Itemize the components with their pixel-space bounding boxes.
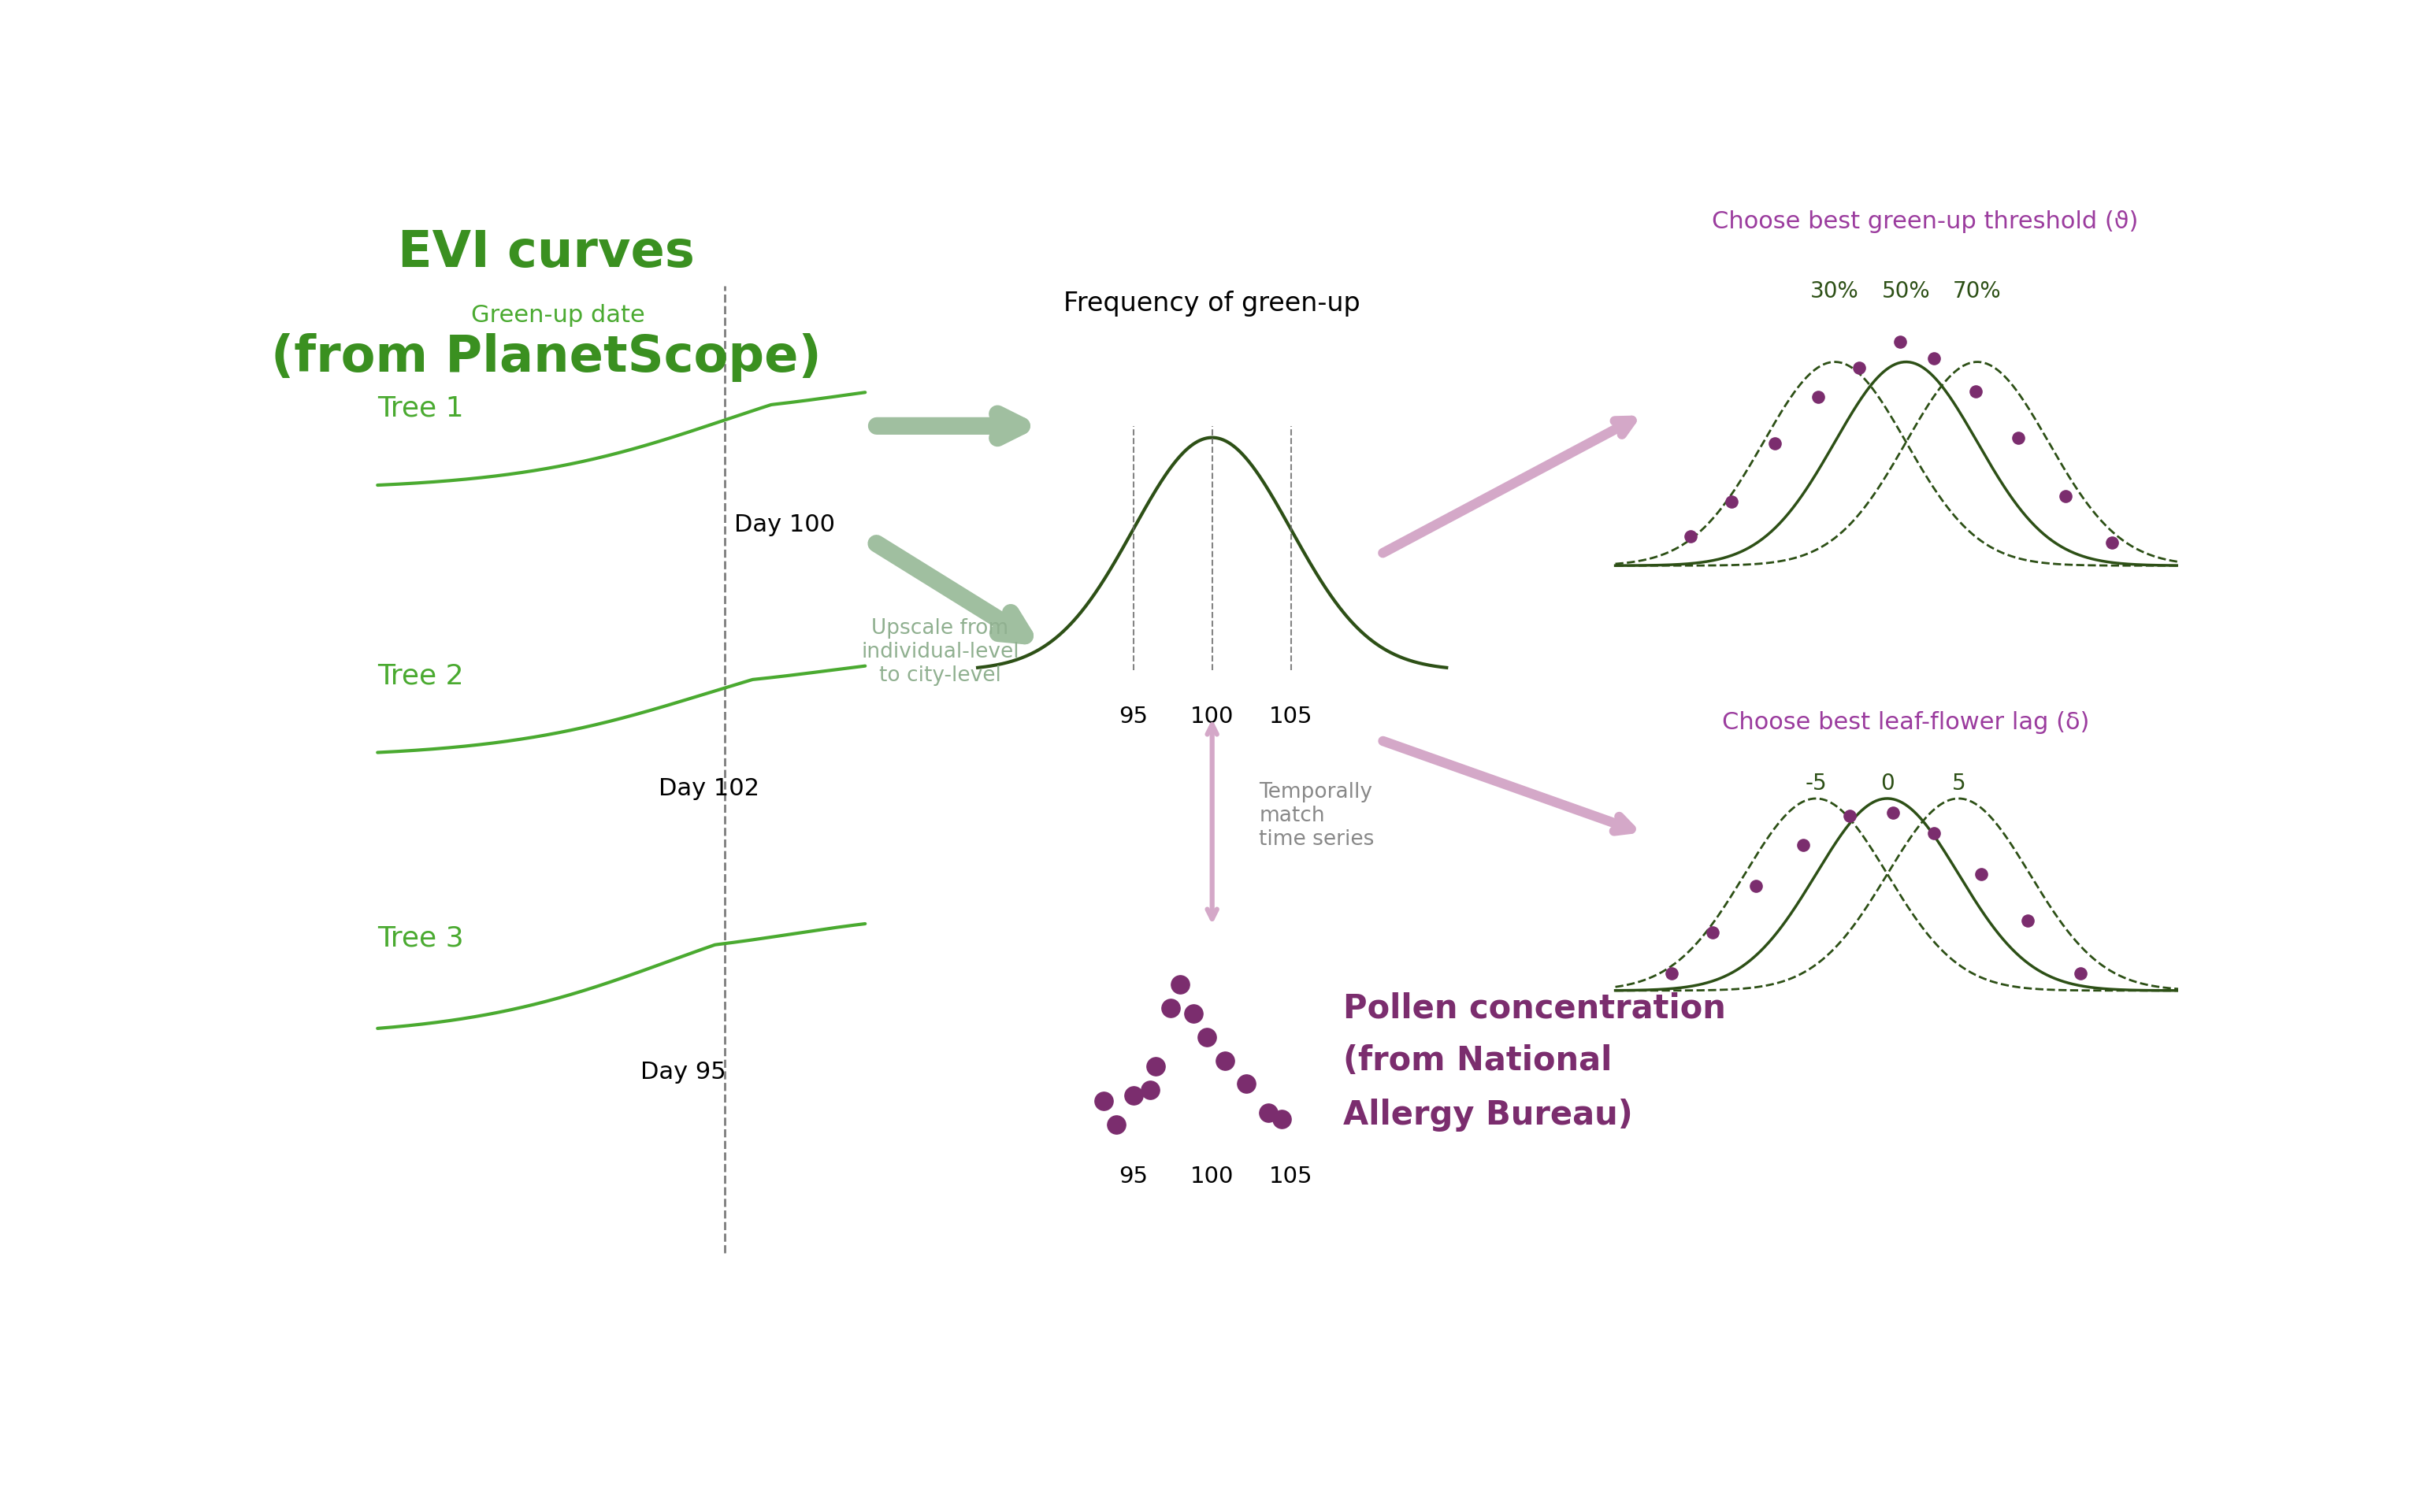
Text: 70%: 70%	[1953, 280, 2001, 302]
Text: Choose best leaf-flower lag (δ): Choose best leaf-flower lag (δ)	[1723, 711, 2091, 733]
Point	[1188, 1025, 1227, 1049]
Text: Green-up date: Green-up date	[472, 304, 646, 327]
Text: Temporally
match
time series: Temporally match time series	[1258, 782, 1375, 850]
Point	[1914, 346, 1953, 370]
Point	[1754, 431, 1793, 455]
Text: Allergy Bureau): Allergy Bureau)	[1343, 1099, 1633, 1131]
Point	[1227, 1072, 1266, 1096]
Point	[1113, 1083, 1152, 1107]
Point	[1839, 355, 1878, 380]
Point	[1955, 380, 1994, 404]
Text: Pollen concentration: Pollen concentration	[1343, 992, 1725, 1025]
Text: 100: 100	[1191, 706, 1234, 727]
Text: Day 100: Day 100	[733, 513, 835, 537]
Point	[1249, 1101, 1287, 1125]
Point	[1130, 1078, 1169, 1102]
Point	[1162, 972, 1200, 996]
Text: Tree 2: Tree 2	[378, 662, 465, 689]
Text: 105: 105	[1268, 1166, 1312, 1187]
Text: -5: -5	[1805, 773, 1827, 795]
Point	[1263, 1107, 1302, 1131]
Point	[1738, 874, 1776, 898]
Point	[1205, 1048, 1244, 1072]
Point	[2047, 484, 2086, 508]
Text: 0: 0	[1880, 773, 1895, 795]
Point	[1137, 1054, 1176, 1078]
Text: (from National: (from National	[1343, 1043, 1612, 1077]
Text: Choose best green-up threshold (ϑ): Choose best green-up threshold (ϑ)	[1711, 210, 2137, 233]
Text: 30%: 30%	[1810, 280, 1859, 302]
Text: Upscale from
individual-level
to city-level: Upscale from individual-level to city-le…	[862, 618, 1019, 686]
Text: 105: 105	[1268, 706, 1312, 727]
Point	[1096, 1113, 1135, 1137]
Text: 50%: 50%	[1883, 280, 1931, 302]
Point	[1694, 921, 1733, 945]
Point	[1830, 804, 1868, 829]
Point	[1152, 996, 1191, 1021]
Point	[1713, 490, 1752, 514]
Text: Tree 3: Tree 3	[378, 925, 465, 951]
Text: (from PlanetScope): (from PlanetScope)	[271, 333, 820, 381]
Text: 100: 100	[1191, 1166, 1234, 1187]
Point	[1963, 862, 2001, 886]
Point	[1999, 425, 2038, 449]
Point	[2009, 909, 2047, 933]
Point	[1914, 821, 1953, 845]
Point	[1798, 384, 1837, 408]
Point	[1873, 800, 1912, 824]
Point	[1784, 833, 1822, 857]
Text: EVI curves: EVI curves	[397, 228, 695, 277]
Point	[2093, 531, 2132, 555]
Point	[1880, 330, 1919, 354]
Text: Day 102: Day 102	[658, 777, 760, 800]
Text: 95: 95	[1118, 706, 1147, 727]
Point	[1653, 962, 1692, 986]
Point	[1084, 1089, 1123, 1113]
Text: Frequency of green-up: Frequency of green-up	[1065, 290, 1360, 316]
Text: 5: 5	[1951, 773, 1965, 795]
Text: Day 95: Day 95	[639, 1060, 726, 1083]
Point	[2062, 962, 2101, 986]
Text: 95: 95	[1118, 1166, 1147, 1187]
Point	[1174, 1002, 1212, 1027]
Point	[1672, 525, 1711, 549]
Text: Tree 1: Tree 1	[378, 395, 465, 422]
